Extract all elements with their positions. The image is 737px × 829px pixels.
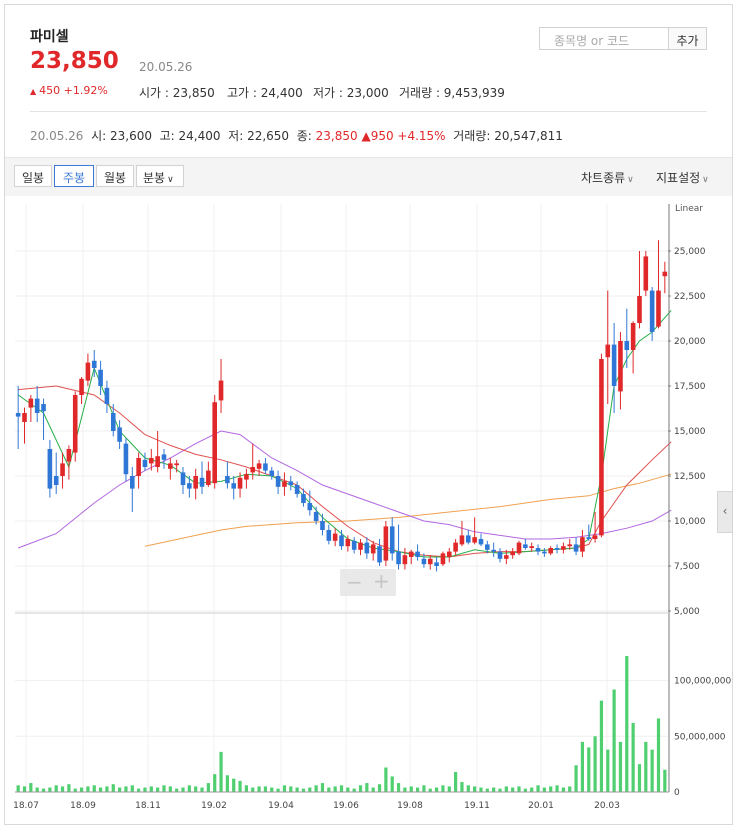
price-date: 20.05.26 (139, 60, 193, 74)
divider (30, 111, 707, 112)
zoom-out-button[interactable]: − (346, 570, 363, 594)
tab-minute[interactable]: 분봉 ∨ (136, 165, 184, 187)
zoom-in-button[interactable]: + (373, 569, 390, 593)
current-price: 23,850 (30, 48, 119, 74)
day-low: 저가 : 23,000 (313, 86, 389, 100)
side-panel-toggle[interactable]: ‹ (717, 491, 733, 533)
add-button[interactable]: 추가 (669, 27, 707, 50)
stock-name: 파미셀 (30, 29, 69, 45)
search-input[interactable]: 종목명 or 코드 (539, 27, 669, 50)
week-summary: 20.05.26 시: 23,600 고: 24,400 저: 22,650 종… (30, 129, 563, 143)
week-change: ▲950 +4.15% (361, 129, 446, 143)
indicator-settings-menu[interactable]: 지표설정 ∨ (656, 171, 709, 185)
tab-weekly[interactable]: 주봉 (54, 165, 94, 187)
change-value: 450 +1.92% (39, 84, 108, 97)
day-volume: 거래량 : 9,453,939 (399, 86, 505, 100)
tab-monthly[interactable]: 월봉 (96, 165, 134, 187)
chart-type-menu[interactable]: 차트종류 ∨ (581, 171, 634, 185)
day-high: 고가 : 24,400 (227, 86, 303, 100)
chevron-down-icon: ∨ (167, 175, 174, 185)
chart-frame (4, 4, 733, 825)
zoom-control: − + (340, 569, 396, 596)
up-arrow-icon: ▲ (30, 87, 37, 96)
day-open: 시가 : 23,850 (139, 86, 215, 100)
tab-daily[interactable]: 일봉 (14, 165, 52, 187)
chevron-down-icon: ∨ (627, 175, 634, 185)
price-change: ▲ 450 +1.92% (30, 84, 108, 97)
chevron-down-icon: ∨ (702, 175, 709, 185)
chevron-left-icon: ‹ (722, 504, 728, 518)
